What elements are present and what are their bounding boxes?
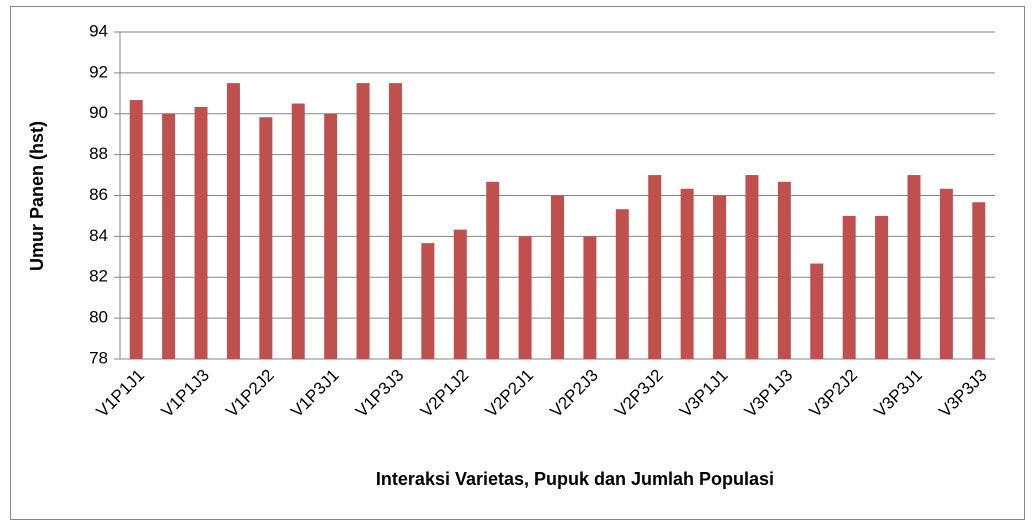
bar (907, 175, 921, 359)
y-tick-label: 86 (89, 185, 108, 204)
bar (583, 236, 597, 359)
y-tick-label: 78 (89, 348, 108, 367)
y-tick-label: 92 (89, 62, 108, 81)
bar (324, 113, 338, 359)
bar (972, 202, 986, 359)
bar (615, 209, 629, 359)
bar (518, 236, 532, 359)
y-axis-title: Umur Panen (hst) (27, 121, 47, 271)
bar (777, 181, 791, 359)
bar (162, 113, 176, 359)
bar (810, 263, 824, 359)
y-tick-label: 88 (89, 144, 108, 163)
bar (713, 195, 727, 359)
bar (226, 83, 240, 359)
bar (388, 83, 402, 359)
bar (551, 195, 564, 359)
y-tick-label: 82 (89, 267, 108, 286)
bar (194, 107, 208, 360)
bar (745, 175, 759, 359)
bar (453, 229, 467, 359)
bar (648, 175, 662, 359)
bar (486, 181, 500, 359)
y-tick-label: 84 (89, 226, 108, 245)
bar (291, 103, 305, 359)
bar (939, 188, 953, 359)
y-tick-label: 94 (89, 21, 108, 40)
bar (356, 83, 370, 359)
bar (421, 243, 435, 359)
bar (842, 215, 856, 359)
bar (875, 215, 889, 359)
x-axis-title: Interaksi Varietas, Pupuk dan Jumlah Pop… (376, 469, 774, 489)
bar (259, 117, 273, 360)
y-tick-label: 80 (89, 308, 108, 327)
bar (680, 188, 694, 359)
bar (129, 100, 143, 359)
y-tick-label: 90 (89, 103, 108, 122)
